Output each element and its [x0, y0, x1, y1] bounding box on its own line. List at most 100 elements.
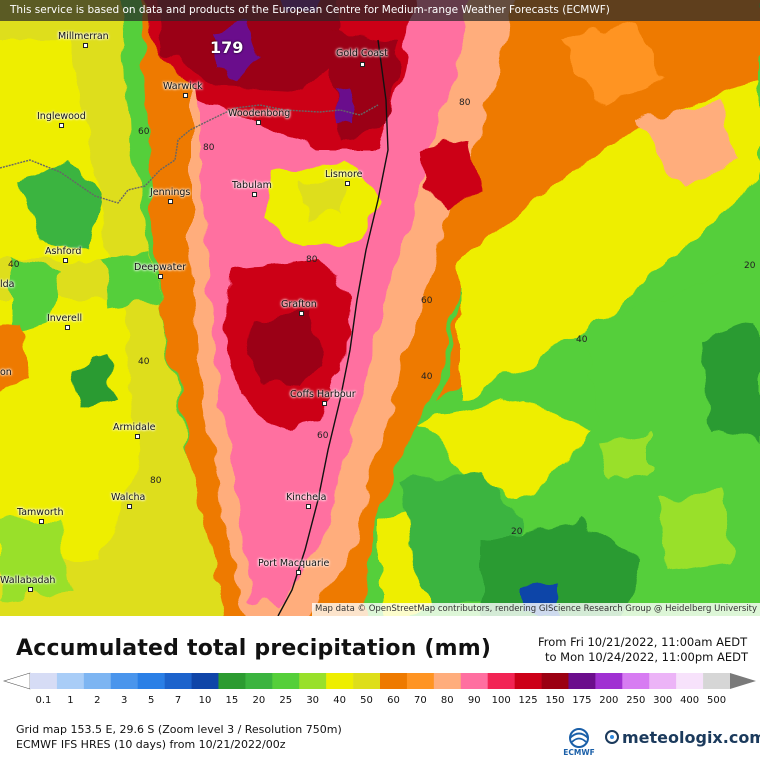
scale-tick-label: 3 [121, 695, 128, 706]
scale-swatch [326, 673, 354, 689]
city-dot [39, 519, 44, 524]
city-warwick[interactable]: Warwick [163, 81, 203, 98]
ecmwf-banner: This service is based on data and produc… [0, 0, 760, 21]
period-to: to Mon 10/24/2022, 11:00pm AEDT [544, 650, 748, 664]
scale-swatch [649, 673, 677, 689]
city-port-macquarie[interactable]: Port Macquarie [258, 558, 329, 575]
period-from: From Fri 10/21/2022, 11:00am AEDT [537, 635, 748, 649]
color-scale-ticks: 0.1 1 2 3 5 7 10 15 20 25 30 40 50 60 70 80 90 100 125 150 1… [0, 695, 760, 709]
scale-tick-label: 20 [252, 695, 266, 706]
city-dot [65, 325, 70, 330]
city-inglewood[interactable]: Inglewood [37, 111, 86, 128]
city-walcha[interactable]: Walcha [111, 492, 145, 509]
scale-swatch [137, 673, 165, 689]
city-dot [183, 93, 188, 98]
city-tamworth[interactable]: Tamworth [17, 507, 64, 524]
scale-swatch [433, 673, 462, 689]
city-dot [28, 587, 33, 592]
city-dot [59, 123, 64, 128]
ecmwf-logo-text: ECMWF [563, 748, 595, 757]
city-woodenbong[interactable]: Woodenbong [228, 108, 290, 125]
contour-label: 40 [576, 335, 588, 345]
scale-tick-label: 60 [387, 695, 400, 706]
scale-swatch [541, 673, 569, 689]
scale-tick-label: 10 [198, 695, 212, 706]
scale-tick-label: 300 [653, 695, 673, 706]
color-scale-bar [2, 672, 756, 690]
city-deepwater[interactable]: Deepwater [134, 262, 186, 279]
ecmwf-logo-icon[interactable]: ECMWF [561, 726, 597, 757]
scale-tick-label: 400 [680, 695, 700, 706]
scale-swatch [191, 673, 219, 689]
city-dot [360, 62, 365, 67]
grid-info: Grid map 153.5 E, 29.6 S (Zoom level 3 /… [16, 723, 342, 736]
city-tabulam[interactable]: Tabulam [232, 180, 272, 197]
city-dot [296, 570, 301, 575]
city-wallabadah[interactable]: Wallabadah [0, 575, 55, 592]
city-dot [322, 401, 327, 406]
scale-tick-label: 175 [572, 695, 592, 706]
scale-swatch [514, 673, 542, 689]
map-title: Accumulated total precipitation (mm) [16, 636, 492, 661]
scale-swatch [595, 673, 623, 689]
city-armidale[interactable]: Armidale [113, 422, 155, 439]
scale-swatch [406, 673, 435, 689]
contour-label: 80 [203, 143, 215, 153]
map-attribution[interactable]: Map data © OpenStreetMap contributors, r… [312, 603, 760, 616]
precipitation-map[interactable]: This service is based on data and produc… [0, 0, 760, 616]
meteologix-logo[interactable]: meteologix.com [605, 728, 760, 747]
city-ashford[interactable]: Ashford [45, 246, 81, 263]
scale-swatch [460, 673, 488, 689]
city-inverell[interactable]: Inverell [47, 313, 82, 330]
city-lismore[interactable]: Lismore [325, 169, 363, 186]
partial-city-label: on [0, 367, 12, 378]
scale-arrow-left [2, 672, 31, 690]
city-dot [127, 504, 132, 509]
scale-swatch [568, 673, 596, 689]
scale-tick-label: 15 [225, 695, 239, 706]
scale-swatch [218, 673, 246, 689]
scale-tick-label: 7 [174, 695, 182, 706]
precipitation-field [0, 0, 760, 616]
city-dot [345, 181, 350, 186]
scale-tick-label: 150 [545, 695, 565, 706]
city-dot [158, 274, 163, 279]
city-gold-coast[interactable]: Gold Coast [336, 48, 388, 67]
scale-tick-label: 70 [414, 695, 427, 706]
scale-swatch [272, 673, 300, 689]
contour-label: 40 [8, 260, 20, 270]
city-dot [168, 199, 173, 204]
city-millmerran[interactable]: Millmerran [58, 31, 109, 48]
scale-swatch [245, 673, 273, 689]
scale-swatch [353, 673, 381, 689]
scale-swatch [30, 673, 58, 689]
scale-tick-label: 250 [626, 695, 646, 706]
scale-swatch [299, 673, 327, 689]
city-kinchela[interactable]: Kinchela [286, 492, 326, 509]
scale-swatch [380, 673, 408, 689]
city-grafton[interactable]: Grafton [281, 299, 317, 316]
scale-swatch [487, 673, 515, 689]
scale-swatch [164, 673, 192, 689]
contour-label: 60 [138, 127, 150, 137]
scale-tick-label: 5 [147, 695, 155, 706]
city-dot [252, 192, 257, 197]
city-dot [299, 311, 304, 316]
city-dot [63, 258, 68, 263]
peak-value-label: 179 [210, 38, 244, 57]
meteologix-logo-icon [605, 730, 619, 744]
contour-label: 80 [459, 98, 471, 108]
city-jennings[interactable]: Jennings [150, 187, 190, 204]
scale-tick-label: 2 [94, 695, 101, 706]
scale-tick-label: 25 [279, 695, 293, 706]
scale-swatch [110, 673, 138, 689]
scale-tick-label: 500 [706, 695, 727, 706]
scale-tick-label: 80 [440, 695, 454, 706]
contour-label: 60 [317, 431, 329, 441]
city-coffs-harbour[interactable]: Coffs Harbour [290, 389, 356, 406]
partial-city-label: lda [0, 279, 15, 290]
scale-swatch [676, 673, 704, 689]
scale-arrow-right [730, 673, 756, 689]
contour-label: 40 [138, 357, 150, 367]
scale-tick-label: 125 [518, 695, 538, 706]
